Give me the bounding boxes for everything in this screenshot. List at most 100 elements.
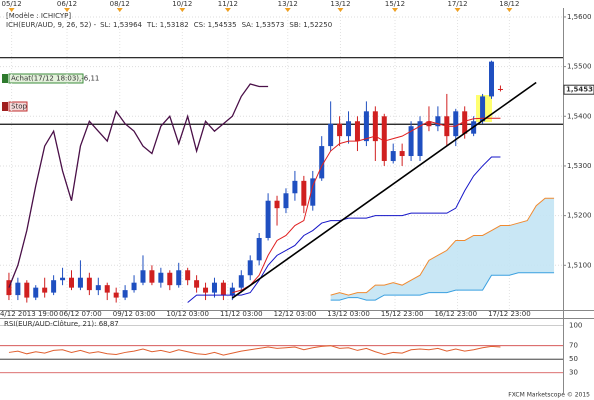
- candle-body: [149, 270, 155, 283]
- candle-body: [131, 282, 137, 291]
- top-tick-label: 10/12: [172, 0, 192, 8]
- candle-body: [453, 111, 459, 137]
- line-series: [8, 345, 501, 356]
- top-tick-label: 11/12: [218, 0, 238, 8]
- y-tick-label: 100: [569, 321, 582, 329]
- candle-body: [68, 277, 74, 288]
- annotation-text: Stop: [11, 103, 27, 111]
- last-price-label: 1,54535: [566, 86, 594, 94]
- chart-title: [Modèle : ICHICYP]: [6, 12, 71, 20]
- candle-body: [462, 111, 468, 134]
- candle-body: [15, 282, 21, 296]
- candle-body: [176, 270, 182, 286]
- y-tick-label: 1,5500: [567, 63, 592, 71]
- legend-entry: SL: 1,53964: [100, 21, 142, 29]
- candle-body: [24, 282, 30, 298]
- candle-body: [274, 200, 280, 209]
- top-tick-label: 05/12: [2, 0, 22, 8]
- candle-body: [238, 275, 244, 288]
- legend-entry: SB: 1,52250: [289, 21, 332, 29]
- candle-body: [265, 200, 271, 238]
- indicator-line: [330, 272, 555, 301]
- candle-body: [220, 282, 226, 296]
- annotation-box: [8, 101, 28, 112]
- y-tick-label: 1,5400: [567, 112, 592, 120]
- last-price-box: [563, 84, 594, 95]
- cloud-fill: [330, 198, 555, 301]
- candle-body: [77, 277, 83, 288]
- legend-entry: TL: 1,53182: [146, 21, 189, 29]
- candle-body: [95, 285, 101, 291]
- candle-body: [256, 237, 262, 261]
- x-tick-label: 09/12 03:00: [113, 310, 156, 318]
- candle-body: [104, 285, 110, 293]
- top-tick-label: 08/12: [110, 0, 130, 8]
- candle-body: [292, 180, 298, 194]
- top-tick-label: 18/12: [499, 0, 519, 8]
- candle-body: [337, 123, 343, 137]
- trendline: [231, 81, 537, 299]
- candle-body: [408, 126, 414, 157]
- x-tick-label: 15/12 23:00: [381, 310, 424, 318]
- annotation-marker: [2, 74, 8, 83]
- x-tick-label: 04/12 2013 19:00: [0, 310, 58, 318]
- candle-body: [33, 287, 39, 298]
- x-tick-label: 12/12 03:00: [274, 310, 317, 318]
- candle-body: [480, 96, 486, 122]
- indicator-line: [232, 117, 501, 294]
- top-tick-label: 13/12: [278, 0, 298, 8]
- candle-body: [167, 272, 173, 286]
- annotation: Achat(17/12 18:03),-6,11: [2, 73, 99, 84]
- top-tick-label: 13/12: [330, 0, 350, 8]
- candle-body: [203, 287, 209, 293]
- candle-body: [372, 111, 378, 142]
- top-tick-marker: [224, 8, 231, 12]
- top-tick-marker: [8, 8, 15, 12]
- candle-body: [60, 277, 66, 281]
- top-tick-marker: [454, 8, 461, 12]
- candle-body: [283, 193, 289, 209]
- candle-body: [381, 116, 387, 161]
- candle-body: [113, 292, 119, 298]
- candle-body: [426, 121, 432, 127]
- y-tick-label: 30: [569, 369, 578, 377]
- y-tick-label: 1,5300: [567, 162, 592, 170]
- candle-body: [497, 88, 503, 90]
- candle-body: [489, 61, 495, 97]
- x-tick-label: 06/12 07:00: [59, 310, 102, 318]
- candle-body: [86, 277, 92, 291]
- top-tick-label: 17/12: [447, 0, 467, 8]
- source: FXCM Marketscope © 2015: [508, 392, 590, 399]
- annotation: Stop: [2, 101, 28, 112]
- candle-body: [301, 180, 307, 206]
- x-tick-label: 16/12 23:00: [434, 310, 477, 318]
- candle-body: [399, 151, 405, 157]
- top-tick-marker: [391, 8, 398, 12]
- candle-body: [185, 270, 191, 281]
- candle-body: [354, 121, 360, 142]
- candle-body: [390, 151, 396, 161]
- candle-body: [42, 287, 48, 293]
- x-tick-label: 17/12 23:00: [488, 310, 531, 318]
- y-tick-label: 1,5100: [567, 261, 592, 269]
- y-tick-label: 70: [569, 342, 578, 350]
- y-tick-label: 1,5600: [567, 13, 592, 21]
- candle-body: [247, 260, 253, 276]
- indicator-line: [8, 83, 269, 288]
- candle-body: [194, 280, 200, 288]
- top-tick-marker: [64, 8, 71, 12]
- legend-entry: SA: 1,53573: [242, 21, 285, 29]
- indicator-line: [330, 197, 555, 296]
- panel-title: RSI(EUR/AUD-Clôture, 21): 68,87: [4, 320, 119, 328]
- top-tick-label: 15/12: [385, 0, 405, 8]
- top-tick-marker: [506, 8, 513, 12]
- x-tick-label: 13/12 03:00: [327, 310, 370, 318]
- x-tick-label: 10/12 03:00: [166, 310, 209, 318]
- candle-body: [417, 121, 423, 157]
- annotation-marker: [2, 102, 8, 111]
- candle-body: [158, 272, 164, 283]
- legend-entry: CS: 1,54535: [194, 21, 237, 29]
